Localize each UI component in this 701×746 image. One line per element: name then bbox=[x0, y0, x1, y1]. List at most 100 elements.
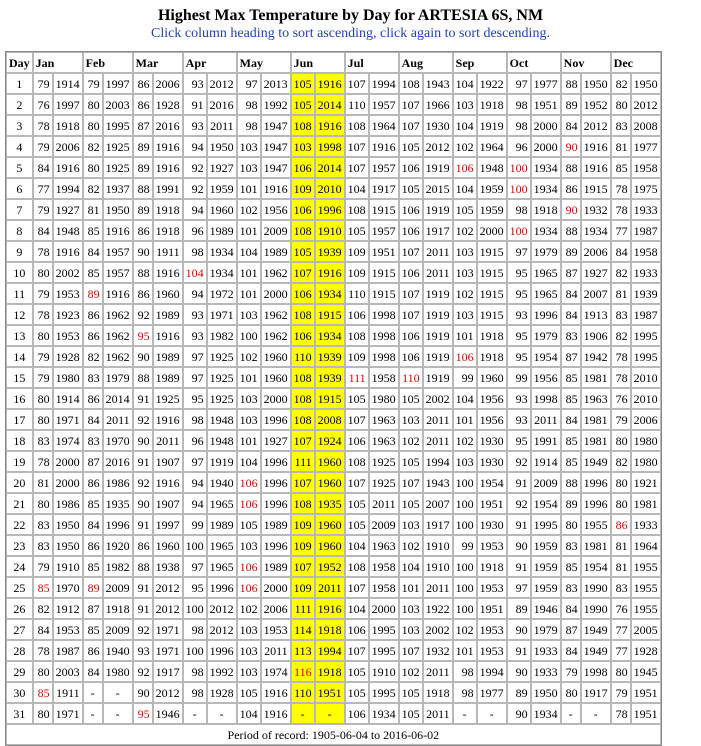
column-header-jun[interactable]: Jun bbox=[290, 52, 345, 73]
max-temp-cell: 101 bbox=[452, 640, 477, 661]
column-header-oct[interactable]: Oct bbox=[506, 52, 561, 73]
max-temp-cell: 106 bbox=[398, 157, 423, 178]
record-year-cell: 1962 bbox=[260, 262, 291, 283]
day-cell: 17 bbox=[6, 409, 33, 430]
column-header-mar[interactable]: Mar bbox=[132, 52, 183, 73]
max-temp-cell: 97 bbox=[182, 367, 207, 388]
record-year-cell: 1998 bbox=[368, 325, 399, 346]
max-temp-value: 85 bbox=[87, 622, 100, 637]
record-year-cell: 2002 bbox=[52, 262, 83, 283]
record-year-cell: 1934 bbox=[580, 220, 611, 241]
max-temp-cell: 104 bbox=[182, 262, 207, 283]
max-temp-cell: 77 bbox=[610, 640, 631, 661]
record-year-cell: - bbox=[580, 703, 611, 724]
record-year-cell: 1953 bbox=[52, 619, 83, 640]
day-cell: 21 bbox=[6, 493, 33, 514]
column-header-jul[interactable]: Jul bbox=[344, 52, 399, 73]
max-temp-value: 79 bbox=[37, 349, 50, 364]
max-temp-cell: 86 bbox=[560, 178, 581, 199]
record-year-cell: 1960 bbox=[476, 367, 507, 388]
record-year-cell: 1955 bbox=[630, 556, 661, 577]
record-year-cell: 1934 bbox=[368, 703, 399, 724]
temperature-table: Day Jan Feb Mar Apr May Jun Jul Aug Sep Oct Nov Dec … bbox=[5, 51, 662, 746]
record-year-cell: 1915 bbox=[314, 388, 345, 409]
record-year-cell: 1963 bbox=[368, 409, 399, 430]
max-temp-value: 94 bbox=[191, 286, 204, 301]
max-temp-cell: 93 bbox=[506, 304, 531, 325]
max-temp-value: 105 bbox=[293, 244, 312, 259]
record-year-cell: 1959 bbox=[476, 199, 507, 220]
max-temp-value: 107 bbox=[401, 118, 420, 133]
max-temp-cell: 106 bbox=[344, 304, 369, 325]
max-temp-cell: 100 bbox=[452, 472, 477, 493]
record-year-cell: 2012 bbox=[422, 136, 453, 157]
max-temp-value: 93 bbox=[515, 307, 528, 322]
column-header-apr[interactable]: Apr bbox=[182, 52, 237, 73]
max-temp-value: 95 bbox=[191, 391, 204, 406]
record-year-cell: 2011 bbox=[152, 430, 183, 451]
record-year-cell: 1950 bbox=[630, 73, 661, 94]
record-year-cell: 1916 bbox=[260, 178, 291, 199]
column-header-may[interactable]: May bbox=[236, 52, 291, 73]
max-temp-cell: 78 bbox=[32, 115, 53, 136]
record-year-cell: 1962 bbox=[102, 346, 133, 367]
max-temp-cell: 99 bbox=[452, 535, 477, 556]
max-temp-cell: 96 bbox=[182, 430, 207, 451]
record-year-cell: 2006 bbox=[630, 409, 661, 430]
table-row: 10 80 2002 85 1957 88 1916 104 1934 101 1962 107 191… bbox=[6, 262, 661, 283]
max-temp-value: 80 bbox=[615, 433, 628, 448]
record-year-cell: 2009 bbox=[102, 577, 133, 598]
record-year-cell: 1951 bbox=[530, 94, 561, 115]
column-header-sep[interactable]: Sep bbox=[452, 52, 507, 73]
record-year-cell: 1953 bbox=[476, 577, 507, 598]
max-temp-value: 99 bbox=[191, 517, 204, 532]
record-year-cell: 1933 bbox=[630, 262, 661, 283]
max-temp-cell: 103 bbox=[236, 640, 261, 661]
max-temp-value: 80 bbox=[37, 496, 50, 511]
max-temp-cell: 110 bbox=[344, 283, 369, 304]
column-header-jan[interactable]: Jan bbox=[32, 52, 83, 73]
max-temp-value: 103 bbox=[239, 412, 258, 427]
record-year-cell: 1957 bbox=[368, 157, 399, 178]
max-temp-cell: 80 bbox=[610, 661, 631, 682]
max-temp-value: 89 bbox=[565, 97, 578, 112]
max-temp-value: 108 bbox=[293, 118, 312, 133]
max-temp-value: 94 bbox=[191, 202, 204, 217]
max-temp-value: 106 bbox=[293, 160, 312, 175]
max-temp-value: 109 bbox=[293, 181, 312, 196]
max-temp-value: 98 bbox=[515, 97, 528, 112]
column-header-aug[interactable]: Aug bbox=[398, 52, 453, 73]
record-year-cell: 1996 bbox=[102, 514, 133, 535]
record-year-cell: 1942 bbox=[580, 346, 611, 367]
record-year-cell: 1917 bbox=[368, 178, 399, 199]
record-year-cell: 1947 bbox=[260, 136, 291, 157]
max-temp-cell: 86 bbox=[132, 73, 153, 94]
record-year-cell: 1982 bbox=[102, 556, 133, 577]
max-temp-cell: - bbox=[290, 703, 315, 724]
column-header-feb[interactable]: Feb bbox=[82, 52, 133, 73]
max-temp-cell: 100 bbox=[452, 598, 477, 619]
max-temp-value: 104 bbox=[185, 265, 204, 280]
record-year-cell: 1910 bbox=[422, 556, 453, 577]
max-temp-value: 101 bbox=[239, 181, 258, 196]
max-temp-cell: 106 bbox=[452, 346, 477, 367]
record-year-cell: 1975 bbox=[630, 178, 661, 199]
column-header-nov[interactable]: Nov bbox=[560, 52, 611, 73]
record-year-cell: 1991 bbox=[530, 430, 561, 451]
record-year-cell: 1917 bbox=[580, 682, 611, 703]
max-temp-cell: 89 bbox=[82, 577, 103, 598]
max-temp-cell: 104 bbox=[452, 115, 477, 136]
max-temp-cell: 78 bbox=[32, 304, 53, 325]
max-temp-cell: 92 bbox=[506, 451, 531, 472]
period-of-record: Period of record: 1905-06-04 to 2016-06-… bbox=[6, 724, 661, 745]
max-temp-cell: 102 bbox=[398, 430, 423, 451]
record-year-cell: 1971 bbox=[52, 409, 83, 430]
max-temp-value: 80 bbox=[615, 475, 628, 490]
max-temp-value: 102 bbox=[239, 349, 258, 364]
max-temp-cell: 100 bbox=[452, 493, 477, 514]
column-header-dec[interactable]: Dec bbox=[610, 52, 661, 73]
record-year-cell: 1989 bbox=[260, 556, 291, 577]
max-temp-value: 96 bbox=[191, 433, 204, 448]
record-year-cell: 1915 bbox=[368, 262, 399, 283]
column-header-day[interactable]: Day bbox=[6, 52, 33, 73]
